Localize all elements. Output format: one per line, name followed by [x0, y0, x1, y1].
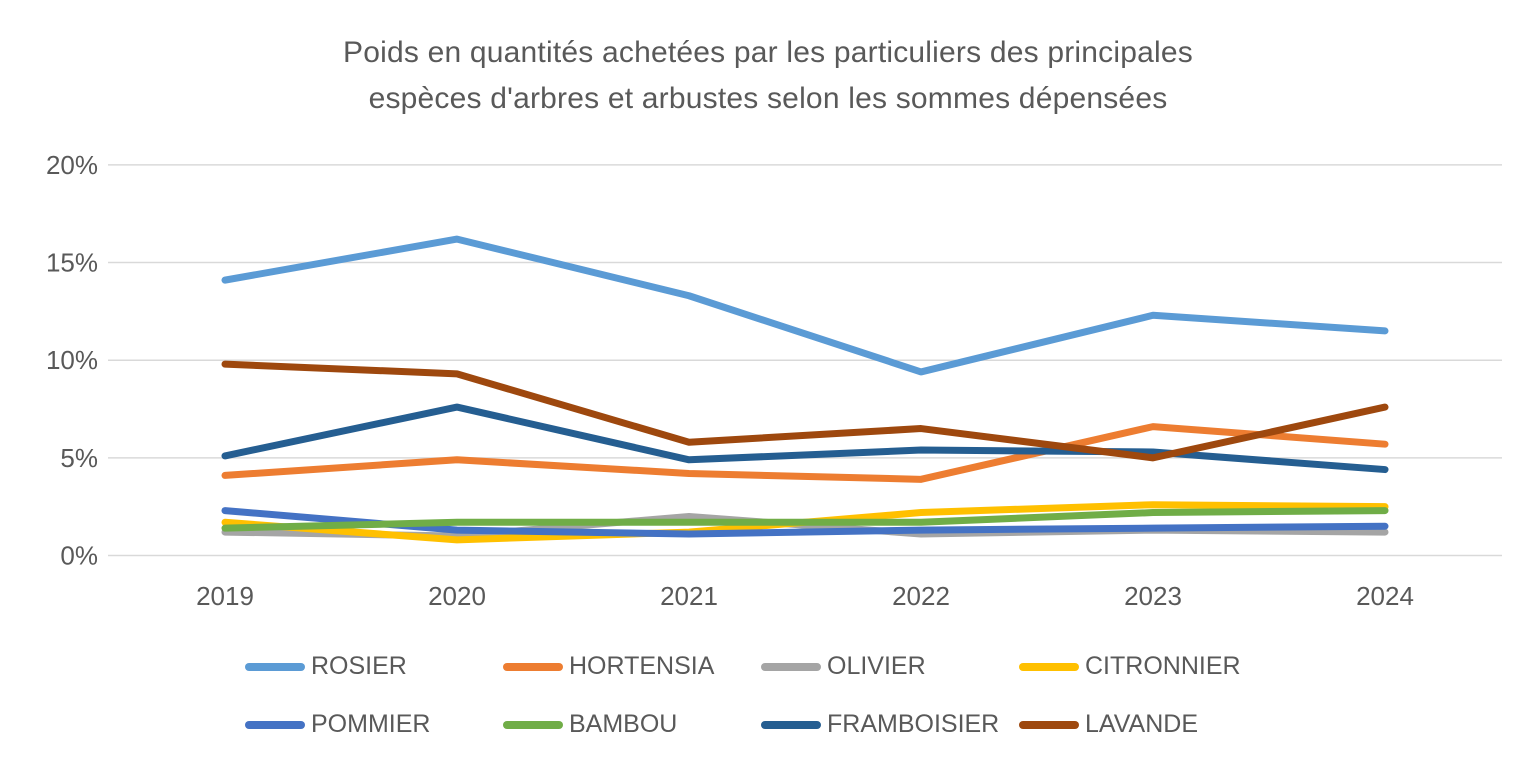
chart-title-line2: espèces d'arbres et arbustes selon les s…: [368, 82, 1168, 115]
legend-swatch-icon: [503, 720, 563, 729]
y-tick-label: 20%: [46, 150, 98, 180]
legend-label: OLIVIER: [827, 652, 926, 680]
legend-item-hortensia[interactable]: HORTENSIA: [503, 652, 761, 681]
legend-swatch-icon: [1019, 720, 1079, 729]
series-line-hortensia: [221, 423, 1389, 483]
chart-legend-row2: POMMIER BAMBOU FRAMBOISIER LAVANDE: [245, 710, 1345, 739]
x-tick-label: 2019: [196, 581, 254, 611]
legend-swatch-icon: [761, 720, 821, 729]
series-line-lavande: [221, 360, 1389, 462]
legend-swatch-icon: [503, 662, 563, 671]
y-tick-label: 10%: [46, 345, 98, 375]
x-tick-label: 2024: [1356, 581, 1414, 611]
legend-item-lavande[interactable]: LAVANDE: [1019, 710, 1277, 739]
legend-label: BAMBOU: [569, 710, 678, 738]
x-tick-label: 2023: [1124, 581, 1182, 611]
legend-item-rosier[interactable]: ROSIER: [245, 652, 503, 681]
legend-label: HORTENSIA: [569, 652, 715, 680]
legend-item-olivier[interactable]: OLIVIER: [761, 652, 1019, 681]
legend-label: LAVANDE: [1085, 710, 1199, 738]
series-line-rosier: [221, 235, 1389, 376]
y-tick-label: 0%: [60, 541, 98, 571]
legend-item-citronnier[interactable]: CITRONNIER: [1019, 652, 1277, 681]
series-line-bambou: [221, 507, 1389, 532]
legend-label: CITRONNIER: [1085, 652, 1241, 680]
legend-label: POMMIER: [311, 710, 431, 738]
legend-label: FRAMBOISIER: [827, 710, 1000, 738]
legend-label: ROSIER: [311, 652, 407, 680]
legend-item-pommier[interactable]: POMMIER: [245, 710, 503, 739]
chart-legend-row1: ROSIER HORTENSIA OLIVIER CITRONNIER: [245, 652, 1345, 681]
legend-swatch-icon: [245, 720, 305, 729]
y-tick-label: 5%: [60, 443, 98, 473]
chart-title-line1: Poids en quantités achetées par les part…: [343, 36, 1193, 69]
chart-title: Poids en quantités achetées par les part…: [0, 30, 1536, 122]
legend-swatch-icon: [245, 662, 305, 671]
series-line-pommier: [221, 507, 1389, 538]
legend-item-framboisier[interactable]: FRAMBOISIER: [761, 710, 1019, 739]
legend-swatch-icon: [1019, 662, 1079, 671]
x-tick-label: 2021: [660, 581, 718, 611]
legend-item-bambou[interactable]: BAMBOU: [503, 710, 761, 739]
series-line-framboisier: [221, 403, 1389, 474]
x-tick-label: 2022: [892, 581, 950, 611]
legend-swatch-icon: [761, 662, 821, 671]
y-tick-label: 15%: [46, 248, 98, 278]
x-tick-label: 2020: [428, 581, 486, 611]
